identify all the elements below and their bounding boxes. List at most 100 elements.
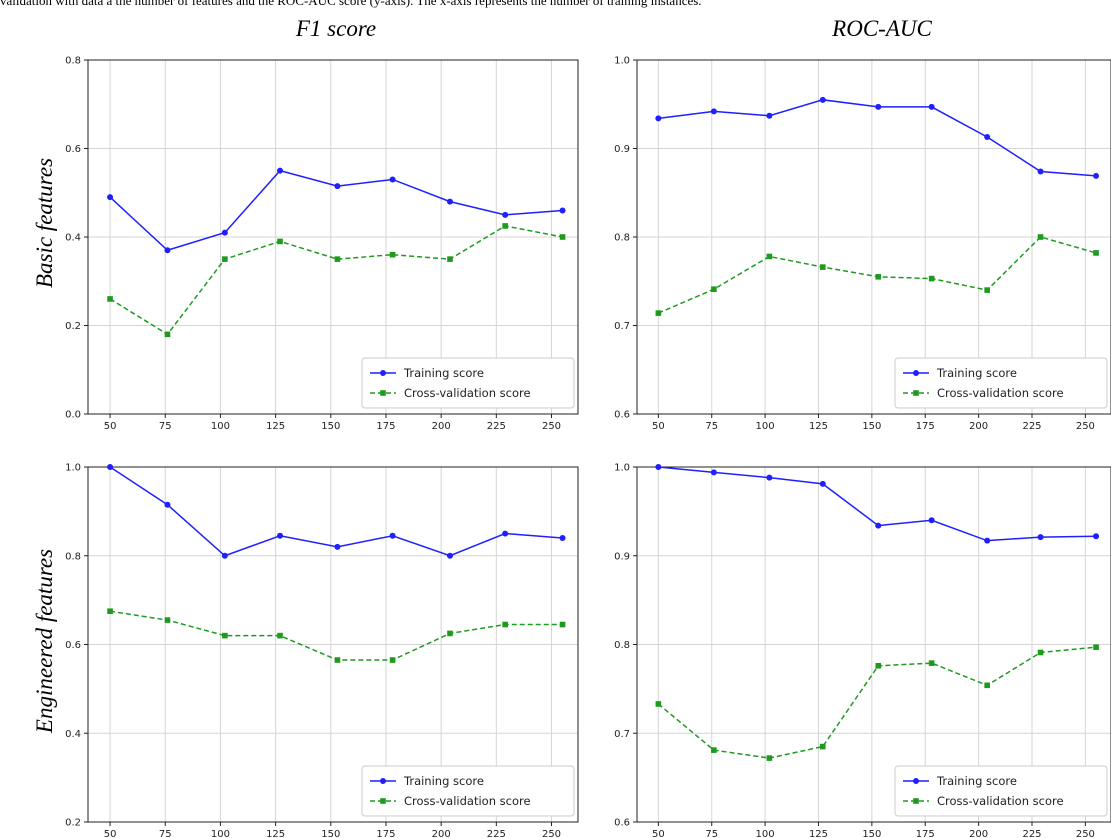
plot-frame [87,59,579,415]
x-tick-label: 225 [1022,421,1041,432]
x-tick-label: 200 [969,421,988,432]
training-point [766,112,773,119]
cross-validation-point [164,331,171,338]
cross-validation-point [819,743,826,750]
x-tick-label: 50 [652,829,665,838]
training-point [766,474,773,481]
x-tick-label: 175 [376,829,395,838]
y-tick-label: 0.8 [614,233,630,244]
x-tick-label: 150 [321,421,340,432]
legend-cross-validation-marker [913,390,919,396]
cross-validation-point [107,608,113,615]
training-line [109,169,563,252]
training-point [710,469,717,476]
y-tick-label: 0.6 [65,640,81,651]
x-tick-label: 100 [756,421,775,432]
training-point [710,108,717,115]
cross-validation-point [389,657,396,663]
y-tick-label: 0.2 [65,321,81,332]
training-point [221,552,228,559]
y-tick-label: 0.6 [65,144,81,155]
y-tick-label: 0.4 [65,233,81,244]
training-point [277,532,284,539]
training-point [1093,172,1100,179]
x-tick-label: 250 [1076,421,1095,432]
y-tick-label: 0.6 [614,410,630,421]
legend-cross-validation-label: Cross-validation score [404,794,531,808]
training-point [559,207,566,214]
legend: Training score Cross-validation score [361,765,575,817]
training-point [164,501,171,508]
training-point [559,535,566,541]
legend-cross-validation-label: Cross-validation score [937,386,1064,400]
chart-panel-4: 0.6 0.7 0.8 0.9 1.0 50 75 100 125 150 175 200 225 250… [614,463,1111,838]
training-point [334,543,341,550]
legend-cross-validation-label: Cross-validation score [937,794,1064,808]
cross-validation-point [447,256,453,262]
cross-validation-point [875,663,882,669]
cross-validation-point [559,621,566,628]
training-point [446,198,453,205]
cross-validation-point [1037,649,1044,656]
legend-training-marker [380,778,386,784]
cross-validation-point [164,617,171,623]
plot-frame [636,466,1111,823]
legend-box [894,765,1108,817]
x-tick-label: 150 [862,421,881,432]
legend-training-label: Training score [403,366,484,380]
training-point [655,115,662,122]
cross-validation-point [277,632,283,639]
legend-training-label: Training score [403,774,484,788]
cross-validation-point [334,256,341,262]
y-tick-label: 0.7 [614,321,630,332]
training-point [1037,534,1044,541]
training-line [658,466,1097,542]
x-tick-label: 175 [376,421,395,432]
y-tick-label: 0.6 [614,818,630,829]
cross-validation-point [502,621,508,628]
training-point [928,517,935,524]
legend-box [361,765,575,817]
x-tick-label: 250 [542,829,561,838]
plot-frame [636,59,1111,415]
legend-cross-validation-label: Cross-validation score [404,386,531,400]
y-tick-label: 1.0 [614,463,630,474]
cross-validation-point [766,253,773,260]
legend-box [361,357,575,409]
row-title-basic: Basic features [32,158,57,288]
training-point [389,532,396,539]
column-title-roc-auc: ROC-AUC [831,16,932,41]
x-tick-label: 75 [159,421,172,432]
cross-validation-point [655,701,662,707]
x-tick-label: 200 [432,829,451,838]
cross-validation-point [711,747,717,753]
chart-panel-2: 0.6 0.7 0.8 0.9 1.0 50 75 100 125 150 175 200 225 250… [614,56,1111,432]
training-point [819,96,826,103]
legend-cross-validation-marker [913,798,919,804]
x-tick-label: 225 [1022,829,1041,838]
y-tick-label: 0.7 [614,729,630,740]
legend-training-marker [380,370,386,376]
y-tick-label: 0.9 [614,551,630,562]
training-point [389,176,396,183]
figure-caption: validation with data a the number of fea… [0,0,702,8]
training-point [221,229,228,236]
legend: Training score Cross-validation score [361,357,575,409]
x-tick-label: 150 [321,829,340,838]
y-tick-label: 1.0 [65,463,81,474]
training-line [658,99,1097,177]
training-point [819,480,826,487]
chart-panel-3: 0.2 0.4 0.6 0.8 1.0 50 75 100 125 150 175 200 225 250… [65,463,579,838]
x-tick-label: 75 [705,829,718,838]
cross-validation-point [222,632,228,639]
legend: Training score Cross-validation score [894,357,1108,409]
y-tick-label: 0.8 [614,640,630,651]
training-line [109,466,563,557]
cross-validation-point [277,238,283,245]
cross-validation-point [502,223,508,229]
cross-validation-point [928,275,935,282]
cross-validation-point [875,274,882,280]
training-point [277,167,284,174]
x-tick-label: 250 [1076,829,1095,838]
